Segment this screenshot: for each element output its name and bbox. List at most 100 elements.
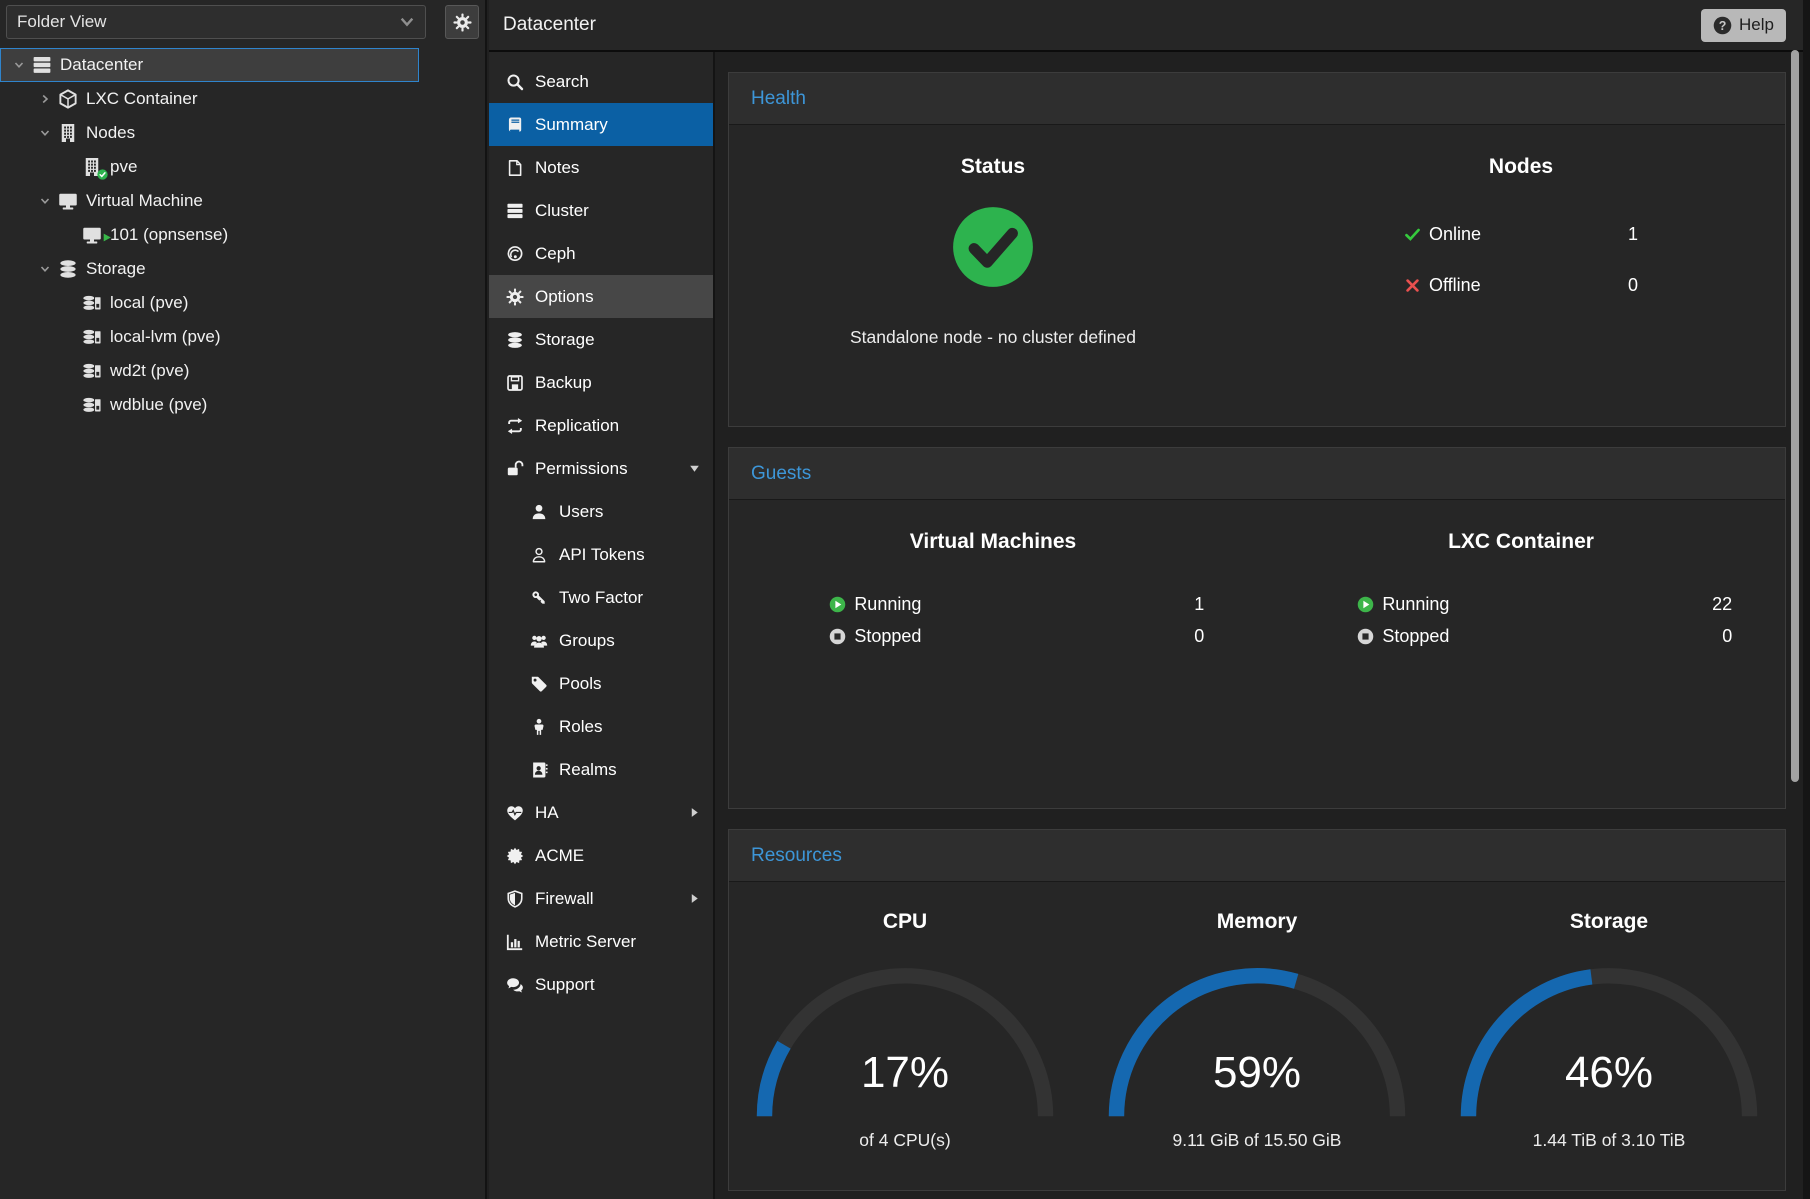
nodes-column: Nodes Online 1 Offline 0 [1257, 125, 1785, 426]
tree-item-101-opnsense[interactable]: 101 (opnsense) [0, 218, 419, 252]
stat-label: Offline [1429, 275, 1481, 295]
cluster-status-column: Status Standalone node - no cluster defi… [729, 125, 1257, 426]
monitor-icon [79, 225, 113, 245]
resources-title: Resources [751, 844, 842, 866]
stat-value: 0 [1722, 625, 1733, 646]
search-icon [504, 73, 526, 91]
menu-item-search[interactable]: Search [489, 60, 713, 103]
shield-icon [504, 889, 526, 908]
floppy-icon [504, 374, 526, 392]
menu-item-storage[interactable]: Storage [489, 318, 713, 361]
menu-item-firewall[interactable]: Firewall [489, 877, 713, 920]
health-panel-header: Health [729, 73, 1785, 125]
menu-item-support[interactable]: Support [489, 963, 713, 1006]
tree-item-label: LXC Container [86, 89, 198, 108]
menu-item-label: Storage [535, 329, 595, 349]
caret-right-icon [688, 806, 701, 819]
tree-item-local-lvm-pve[interactable]: local-lvm (pve) [0, 320, 419, 354]
menu-item-label: Roles [559, 716, 603, 736]
acme-icon [504, 847, 526, 865]
menu-item-ha[interactable]: HA [489, 791, 713, 834]
caret-down-icon [688, 462, 701, 475]
stat-row-stopped: Stopped 0 [829, 620, 1204, 652]
stop-circle-icon [829, 628, 846, 645]
tree-settings-button[interactable] [445, 5, 479, 39]
play-circle-icon [1357, 596, 1374, 613]
tree-item-pve[interactable]: pve [0, 150, 419, 184]
tree-item-datacenter[interactable]: Datacenter [0, 48, 419, 82]
expander-down-icon[interactable] [37, 195, 53, 207]
expander-down-icon[interactable] [37, 127, 53, 139]
resource-tree-panel: Folder View Datacenter LXC Container Nodes… [0, 0, 487, 1199]
menu-item-cluster[interactable]: Cluster [489, 189, 713, 232]
menu-item-options[interactable]: Options [489, 275, 713, 318]
menu-item-label: HA [535, 802, 559, 822]
menu-item-realms[interactable]: Realms [489, 748, 713, 791]
expander-right-icon[interactable] [37, 93, 53, 105]
menu-item-pools[interactable]: Pools [489, 662, 713, 705]
chat-icon [504, 976, 526, 994]
tree-toolbar: Folder View [0, 0, 485, 44]
tree-item-local-pve[interactable]: local (pve) [0, 286, 419, 320]
chart-icon [504, 933, 526, 951]
tree-item-lxc-container[interactable]: LXC Container [0, 82, 419, 116]
stat-row-running: Running 1 [829, 588, 1204, 620]
expander-down-icon[interactable] [37, 263, 53, 275]
db-drive-icon [79, 361, 105, 381]
expander-down-icon[interactable] [11, 59, 27, 71]
menu-item-metric-server[interactable]: Metric Server [489, 920, 713, 963]
menu-item-users[interactable]: Users [489, 490, 713, 533]
stat-value: 0 [1194, 625, 1205, 646]
db-icon [55, 259, 81, 279]
gauge-detail: 1.44 TiB of 3.10 TiB [1532, 1130, 1686, 1150]
stat-row-running: Running 22 [1357, 588, 1732, 620]
db-drive-icon [79, 395, 105, 415]
menu-item-groups[interactable]: Groups [489, 619, 713, 662]
user-icon [528, 503, 550, 521]
menu-item-two-factor[interactable]: Two Factor [489, 576, 713, 619]
tree-item-wd2t-pve[interactable]: wd2t (pve) [0, 354, 419, 388]
replication-icon [504, 417, 526, 435]
menu-item-api-tokens[interactable]: API Tokens [489, 533, 713, 576]
server-icon [29, 55, 55, 75]
guest-group-heading: LXC Container [1448, 530, 1594, 553]
gauge-percent: 46% [1564, 1048, 1654, 1097]
stat-row-offline: Offline 0 [1404, 260, 1638, 311]
tree-item-label: 101 (opnsense) [110, 225, 229, 244]
menu-item-label: Realms [559, 759, 617, 779]
view-selector[interactable]: Folder View [6, 5, 426, 39]
menu-item-label: Options [535, 286, 594, 306]
menu-item-label: Groups [559, 630, 615, 650]
menu-item-summary[interactable]: Summary [489, 103, 713, 146]
vertical-scrollbar-thumb[interactable] [1791, 50, 1799, 782]
gauge-detail: of 4 CPU(s) [859, 1130, 951, 1150]
tree-item-nodes[interactable]: Nodes [0, 116, 419, 150]
tree-item-wdblue-pve[interactable]: wdblue (pve) [0, 388, 419, 422]
guest-group-lxc-container: LXC Container Running 22 Stopped 0 [1257, 500, 1785, 808]
guests-panel-header: Guests [729, 448, 1785, 500]
tree-item-virtual-machine[interactable]: Virtual Machine [0, 184, 419, 218]
gauge-detail: 9.11 GiB of 15.50 GiB [1172, 1130, 1342, 1150]
menu-item-permissions[interactable]: Permissions [489, 447, 713, 490]
menu-item-roles[interactable]: Roles [489, 705, 713, 748]
gauge-arc: 59% [1103, 964, 1411, 1128]
svg-text:?: ? [1719, 18, 1727, 32]
section-menu: Search Summary Notes Cluster Ceph Options Stor… [489, 52, 715, 1199]
tree-item-label: wd2t (pve) [110, 361, 190, 380]
menu-item-label: Search [535, 71, 589, 91]
menu-item-ceph[interactable]: Ceph [489, 232, 713, 275]
health-panel: Health Status Standalone node - no clust… [728, 72, 1786, 427]
resource-tree: Datacenter LXC Container Nodes pve Virtual M… [0, 44, 485, 422]
tree-item-storage[interactable]: Storage [0, 252, 419, 286]
nodes-heading: Nodes [1488, 155, 1554, 178]
gauge-percent: 17% [860, 1048, 950, 1097]
menu-item-label: ACME [535, 845, 585, 865]
menu-item-notes[interactable]: Notes [489, 146, 713, 189]
book-icon [504, 116, 526, 134]
tree-item-label: Storage [86, 259, 146, 278]
menu-item-backup[interactable]: Backup [489, 361, 713, 404]
gauge-heading: CPU [882, 910, 928, 933]
menu-item-acme[interactable]: ACME [489, 834, 713, 877]
menu-item-replication[interactable]: Replication [489, 404, 713, 447]
help-button[interactable]: ? Help [1701, 8, 1786, 42]
